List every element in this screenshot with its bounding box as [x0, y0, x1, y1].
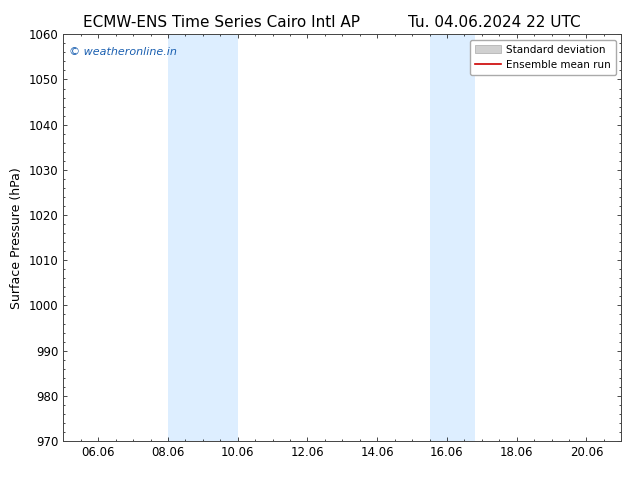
Text: © weatheronline.in: © weatheronline.in [69, 47, 177, 56]
Legend: Standard deviation, Ensemble mean run: Standard deviation, Ensemble mean run [470, 40, 616, 75]
Y-axis label: Surface Pressure (hPa): Surface Pressure (hPa) [10, 167, 23, 309]
Bar [430, 34, 475, 441]
Bar [168, 34, 238, 441]
Text: ECMW-ENS Time Series Cairo Intl AP: ECMW-ENS Time Series Cairo Intl AP [84, 15, 360, 30]
Text: Tu. 04.06.2024 22 UTC: Tu. 04.06.2024 22 UTC [408, 15, 581, 30]
